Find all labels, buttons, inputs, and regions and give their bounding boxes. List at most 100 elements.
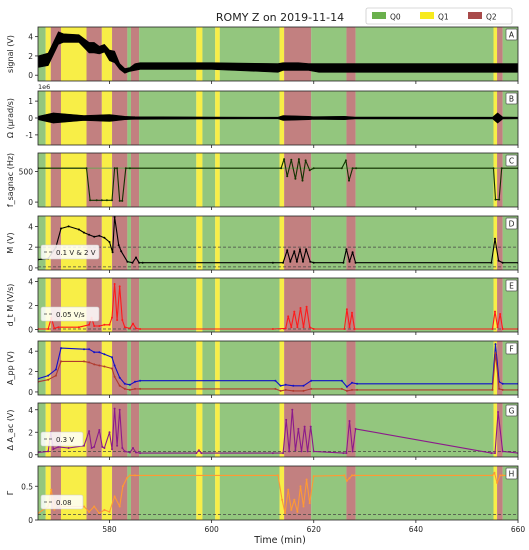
y-tick-label: 2 — [28, 368, 33, 377]
series-point — [343, 328, 346, 330]
y-tick-label: 2 — [28, 52, 33, 61]
y-axis-label: M (V) — [6, 232, 15, 253]
series-point — [494, 310, 496, 313]
series-point — [312, 167, 315, 170]
series-point — [98, 364, 101, 367]
quality-band-q0 — [38, 466, 46, 520]
quality-band-q2 — [112, 341, 128, 395]
series-point — [284, 388, 287, 391]
series-point — [280, 167, 283, 170]
series-point — [497, 411, 500, 413]
series-point — [299, 485, 302, 488]
series-point — [284, 512, 287, 515]
quality-band-q0 — [127, 27, 131, 81]
quality-band-q1 — [493, 403, 498, 457]
series-point — [123, 387, 126, 390]
series-point — [113, 364, 116, 367]
series-point — [283, 158, 286, 161]
panel-letter-box — [505, 154, 518, 167]
series-point — [139, 452, 142, 455]
panel-letter-box — [505, 28, 518, 41]
quality-band-q2 — [50, 27, 61, 81]
x-tick-label: 600 — [204, 525, 219, 534]
series-point — [60, 227, 62, 230]
series-point — [494, 198, 497, 201]
quality-band-q0 — [219, 403, 280, 457]
quality-band-q2 — [130, 278, 140, 332]
quality-band-q1 — [101, 216, 113, 270]
series-point — [54, 368, 57, 371]
panel-letter-box — [505, 342, 518, 355]
series-point — [117, 244, 120, 247]
quality-band-q0 — [127, 153, 131, 207]
quality-band-q1 — [279, 153, 285, 207]
series-point — [348, 326, 351, 329]
series-point — [131, 261, 134, 264]
series-point — [271, 261, 274, 264]
series-point — [93, 445, 96, 448]
quality-band-q1 — [215, 466, 220, 520]
quality-band-q1 — [45, 341, 51, 395]
series-point — [93, 505, 96, 508]
series-point — [282, 452, 285, 455]
series-point — [299, 307, 302, 309]
quality-band-q1 — [101, 153, 113, 207]
series-point — [290, 158, 293, 161]
series-point — [355, 167, 358, 170]
panel-c: 0 500 f_sagnac (Hz) C — [6, 152, 519, 210]
quality-band-q1 — [279, 278, 285, 332]
series-point — [88, 233, 91, 236]
series-point — [132, 447, 134, 449]
panel-d: 0 2 4 M (V) D 0.1 V & 2 V — [6, 215, 519, 273]
y-tick-label: 2 — [28, 243, 33, 252]
quality-band-q0 — [311, 27, 347, 81]
quality-band-q2 — [50, 466, 61, 520]
panel-letter-box — [505, 467, 518, 480]
x-tick-label: 580 — [102, 525, 117, 534]
panel-letter: C — [509, 157, 514, 166]
series-point — [294, 177, 297, 180]
y-tick-label: 0 — [28, 516, 33, 525]
series-point — [356, 388, 359, 391]
series-point — [351, 311, 353, 314]
quality-band-q2 — [497, 466, 503, 520]
series-point — [302, 389, 305, 392]
series-point — [123, 382, 126, 385]
series-point — [312, 475, 315, 478]
quality-band-q0 — [38, 278, 46, 332]
legend-label-q2: Q2 — [486, 13, 497, 22]
series-point — [279, 389, 282, 392]
y-tick-label: 0 — [28, 198, 33, 207]
series-point — [290, 508, 293, 511]
series-point — [123, 326, 126, 329]
series-point — [302, 505, 305, 508]
series-point — [274, 379, 277, 382]
panel-h: 0 0.5 580 600 620 640 660 Γ H 0.08 — [6, 465, 525, 534]
quality-band-q1 — [101, 341, 113, 395]
series-point — [67, 447, 70, 449]
quality-band-q2 — [346, 341, 356, 395]
y-axis-label: Ω (μrad/s) — [6, 98, 15, 138]
series-point — [496, 326, 499, 329]
series-point — [345, 452, 348, 455]
quality-band-q0 — [127, 466, 131, 520]
series-point — [118, 285, 121, 288]
quality-band-q0 — [139, 341, 197, 395]
quality-band-q1 — [196, 403, 203, 457]
quality-band-q1 — [101, 278, 113, 332]
series-point — [293, 250, 296, 253]
panel-g: 0 2 4 Δ A_ac (V) G 0.3 V — [6, 402, 519, 460]
panel-frame — [37, 152, 519, 208]
panel-frame — [37, 465, 519, 521]
legend-label-q0: Q0 — [390, 13, 401, 22]
quality-band-q0 — [502, 341, 518, 395]
series-point — [100, 199, 103, 202]
series-point — [93, 351, 96, 354]
quality-band-q0 — [139, 27, 197, 81]
series-point — [47, 450, 50, 453]
y-tick-label: 500 — [19, 167, 34, 176]
y-tick-label: 4 — [28, 406, 33, 415]
series-point — [493, 471, 496, 474]
series-point — [310, 379, 313, 382]
panel-letter: A — [509, 31, 515, 40]
